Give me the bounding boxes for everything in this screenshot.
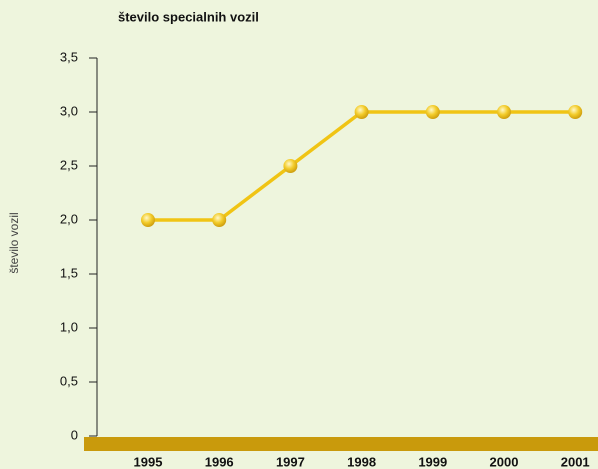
point	[354, 105, 369, 119]
y-tick-label: 0,5	[60, 373, 78, 388]
point	[141, 213, 155, 227]
y-tick-label: 1,5	[60, 265, 78, 280]
x-tick-label: 1996	[205, 454, 234, 469]
point	[425, 105, 440, 119]
y-tick-label: 1,0	[60, 319, 78, 334]
baseline-bar	[84, 437, 598, 451]
point	[283, 159, 298, 173]
x-tick-label: 1995	[134, 454, 163, 469]
point	[497, 105, 511, 119]
x-tick-label: 1998	[347, 454, 376, 469]
chart-title: število specialnih vozil	[118, 9, 259, 24]
x-tick-label: 1999	[418, 454, 447, 469]
y-tick-label: 3,5	[60, 49, 78, 64]
y-tick-label: 2,5	[60, 157, 78, 172]
y-tick-label: 2,0	[60, 211, 78, 226]
point	[212, 213, 227, 227]
y-tick-label: 0	[71, 427, 78, 442]
y-axis-title: število vozil	[7, 212, 21, 273]
x-tick-label: 2000	[490, 454, 519, 469]
x-tick-label: 2001	[561, 454, 590, 469]
x-tick-label: 1997	[276, 454, 305, 469]
point	[568, 105, 583, 119]
y-tick-label: 3,0	[60, 103, 78, 118]
